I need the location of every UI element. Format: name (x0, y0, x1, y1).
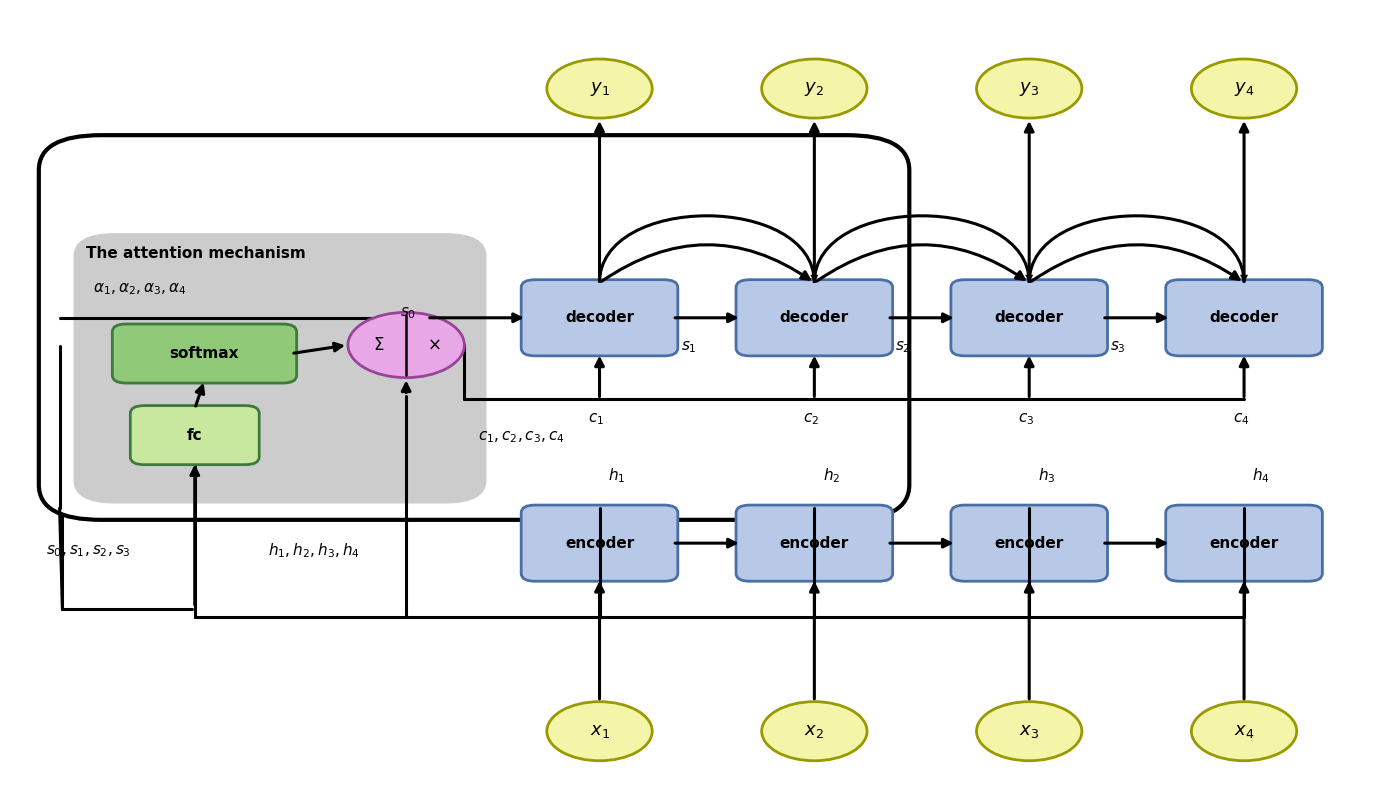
Text: decoder: decoder (994, 310, 1064, 325)
Text: $s_3$: $s_3$ (1110, 339, 1126, 355)
Text: $h_1$: $h_1$ (608, 466, 626, 485)
FancyBboxPatch shape (521, 280, 678, 356)
Text: $x_4$: $x_4$ (1233, 722, 1254, 740)
Text: $c_4$: $c_4$ (1233, 411, 1249, 426)
Circle shape (977, 59, 1082, 118)
Text: $y_4$: $y_4$ (1233, 80, 1254, 97)
Text: $x_1$: $x_1$ (589, 722, 609, 740)
Text: $y_1$: $y_1$ (589, 80, 609, 97)
Text: encoder: encoder (1210, 536, 1278, 551)
Text: $s_1$: $s_1$ (680, 339, 696, 355)
Text: $y_2$: $y_2$ (805, 80, 825, 97)
FancyBboxPatch shape (951, 280, 1107, 356)
Text: $x_3$: $x_3$ (1019, 722, 1039, 740)
Circle shape (349, 312, 465, 377)
FancyBboxPatch shape (1166, 505, 1323, 581)
Text: $h_2$: $h_2$ (823, 466, 840, 485)
Text: $h_1, h_2, h_3, h_4$: $h_1, h_2, h_3, h_4$ (267, 542, 360, 560)
Text: $s_0$: $s_0$ (400, 305, 416, 321)
Circle shape (762, 702, 867, 761)
Text: $h_4$: $h_4$ (1253, 466, 1270, 485)
Text: The attention mechanism: The attention mechanism (85, 246, 305, 261)
Text: $\times$: $\times$ (427, 336, 441, 354)
Text: $c_1$: $c_1$ (588, 411, 605, 426)
FancyBboxPatch shape (521, 505, 678, 581)
Text: softmax: softmax (169, 346, 239, 361)
Text: encoder: encoder (994, 536, 1064, 551)
FancyBboxPatch shape (736, 280, 893, 356)
Text: $\Sigma$: $\Sigma$ (372, 336, 384, 354)
Circle shape (1191, 702, 1296, 761)
Circle shape (547, 702, 652, 761)
FancyBboxPatch shape (112, 324, 297, 383)
Circle shape (547, 59, 652, 118)
Text: decoder: decoder (566, 310, 634, 325)
Text: encoder: encoder (564, 536, 634, 551)
Text: $h_3$: $h_3$ (1037, 466, 1056, 485)
Circle shape (762, 59, 867, 118)
Text: $s_0, s_1, s_2, s_3$: $s_0, s_1, s_2, s_3$ (46, 543, 130, 558)
Text: $c_2$: $c_2$ (804, 411, 819, 426)
FancyBboxPatch shape (130, 406, 259, 464)
Text: encoder: encoder (780, 536, 848, 551)
FancyBboxPatch shape (73, 233, 487, 504)
Text: $x_2$: $x_2$ (805, 722, 825, 740)
Text: $c_3$: $c_3$ (1018, 411, 1035, 426)
FancyBboxPatch shape (736, 505, 893, 581)
Text: $s_2$: $s_2$ (896, 339, 911, 355)
FancyBboxPatch shape (1166, 280, 1323, 356)
FancyBboxPatch shape (951, 505, 1107, 581)
Circle shape (977, 702, 1082, 761)
Circle shape (1191, 59, 1296, 118)
Text: $y_3$: $y_3$ (1019, 80, 1039, 97)
Text: decoder: decoder (780, 310, 848, 325)
Text: decoder: decoder (1210, 310, 1278, 325)
Text: $c_1, c_2, c_3, c_4$: $c_1, c_2, c_3, c_4$ (479, 429, 566, 445)
Text: $\alpha_1, \alpha_2, \alpha_3, \alpha_4$: $\alpha_1, \alpha_2, \alpha_3, \alpha_4$ (92, 281, 186, 297)
Text: fc: fc (188, 428, 203, 443)
